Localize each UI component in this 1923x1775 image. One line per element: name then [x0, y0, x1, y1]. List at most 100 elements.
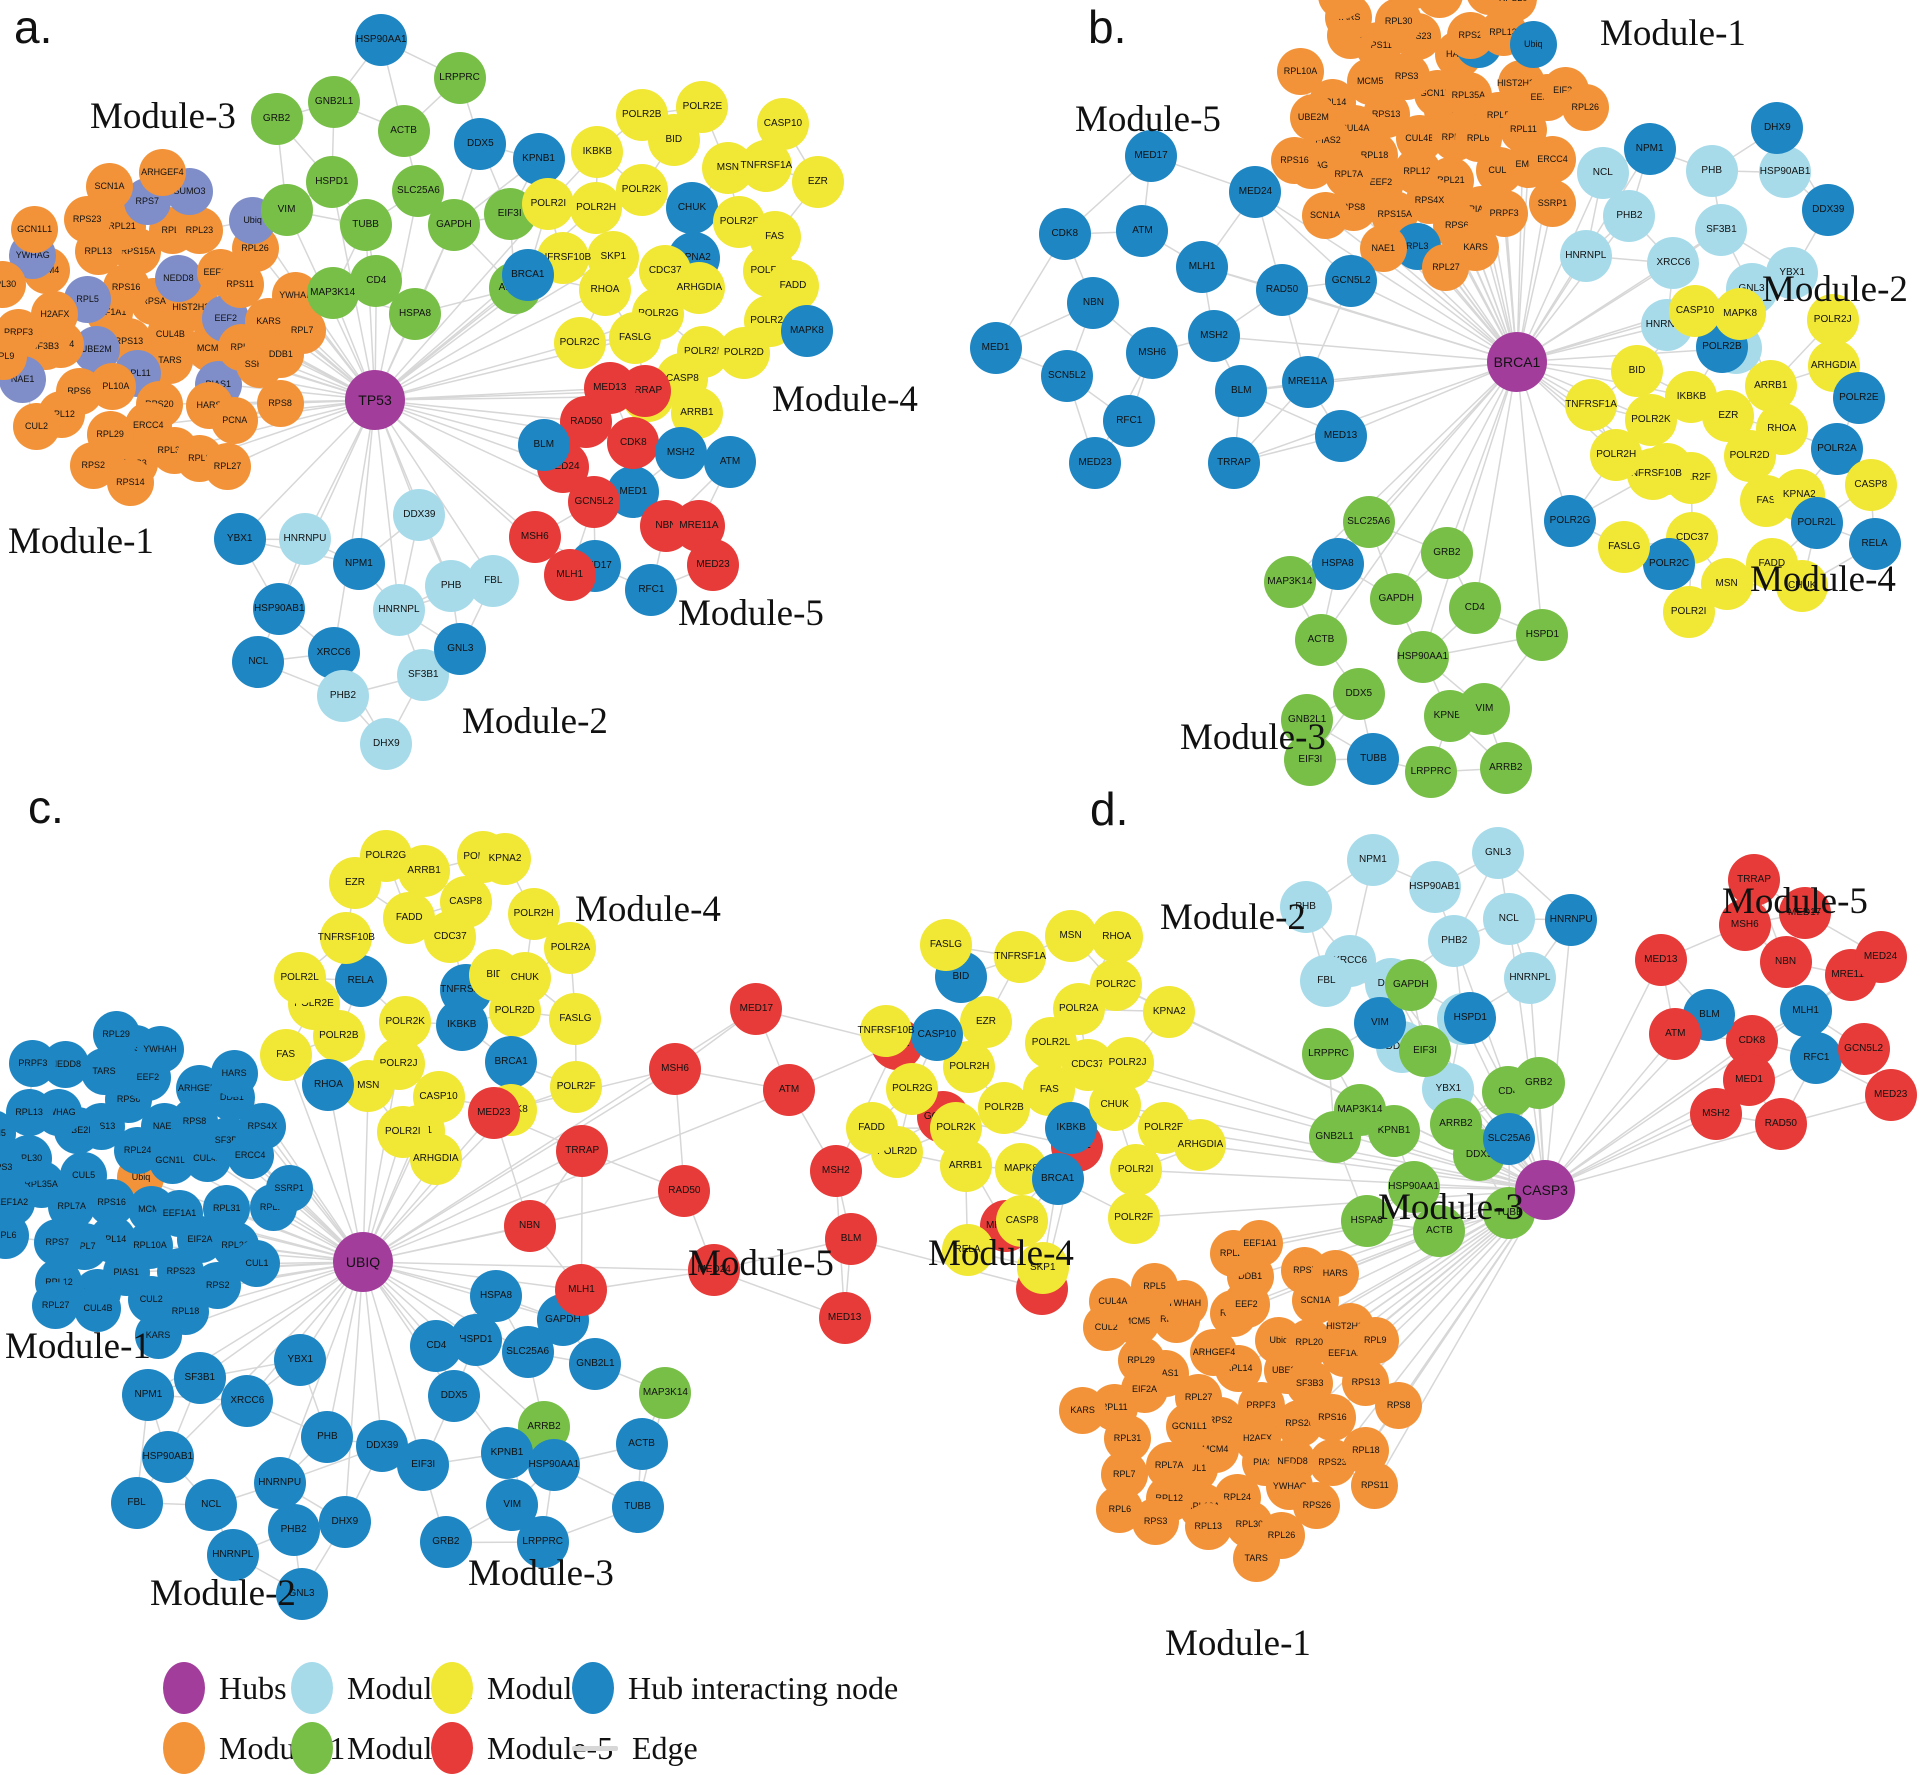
network-node: CASP10 — [1669, 284, 1722, 337]
edge — [1320, 361, 1518, 641]
network-node: HSPA8 — [1311, 538, 1364, 591]
module-label-module-5: Module-5 — [1722, 881, 1868, 922]
network-node: GNL3 — [275, 1567, 328, 1620]
network-node: EZR — [328, 856, 381, 909]
legend-label: Edge — [632, 1730, 698, 1766]
network-node: HSP90AA1 — [1387, 1161, 1440, 1214]
module-label-module-4: Module-4 — [928, 1233, 1074, 1274]
edge — [374, 341, 580, 401]
network-node: RHOA — [302, 1058, 355, 1111]
network-node: PHB — [301, 1410, 354, 1463]
network-node: GAPDH — [427, 198, 480, 251]
edge — [1133, 1189, 1546, 1219]
module-label-module-4: Module-4 — [772, 379, 918, 420]
edge — [1340, 361, 1518, 437]
network-node: MSH6 — [1718, 898, 1771, 951]
network-node: HSP90AA1 — [355, 14, 408, 67]
network-node: SCN1A — [1301, 191, 1349, 239]
network-node: DDX39 — [393, 489, 446, 542]
network-node: MAP3K14 — [306, 267, 359, 320]
network-node: RPL13 — [1184, 1503, 1232, 1551]
network-node: YBX1 — [274, 1333, 327, 1386]
network-node: NPM1 — [332, 537, 385, 590]
network-node: HNRNPL — [206, 1528, 259, 1581]
network-node: CDK8 — [1038, 208, 1091, 261]
network-node: TARS — [1232, 1534, 1280, 1582]
network-node: SKP1 — [1016, 1242, 1069, 1295]
network-node: RPS4X — [238, 1102, 286, 1150]
network-node: RPS11 — [1351, 1461, 1399, 1509]
network-node: LRPPRC — [1404, 746, 1457, 799]
module-label-module-2: Module-2 — [1762, 269, 1908, 310]
module-label-module-1: Module-1 — [1165, 1623, 1311, 1664]
network-node: ARHGEF4 — [138, 149, 186, 197]
edge — [362, 1112, 495, 1263]
network-node: MAPK8 — [780, 305, 833, 358]
network-node: RPS26 — [1293, 1482, 1341, 1530]
network-node: TUBB — [1347, 732, 1400, 785]
network-node: KPNB1 — [512, 133, 565, 186]
network-node: FASLG — [1598, 521, 1651, 574]
network-node: RHOA — [1090, 911, 1143, 964]
hub-node: BRCA1 — [1487, 332, 1547, 392]
network-node: KARS — [1059, 1387, 1107, 1435]
network-node: TRRAP — [1728, 853, 1781, 906]
network-node: YWHAH — [136, 1025, 184, 1073]
network-node: FADD — [767, 260, 819, 313]
network-node: POLR2I — [1109, 1144, 1162, 1197]
network-node: GCN5L2 — [1325, 254, 1378, 307]
panel-letter: a. — [14, 1, 53, 53]
legend-label: Hub interacting node — [628, 1669, 899, 1706]
network-node: ATM — [704, 436, 756, 489]
edge — [1200, 1144, 1546, 1191]
module-label-module-1: Module-1 — [8, 521, 154, 562]
network-node: BLM — [517, 419, 570, 472]
legend-item-hub-interacting-node: Hub interacting node — [572, 1662, 898, 1714]
edge — [362, 1261, 424, 1466]
network-node: HARS — [210, 1049, 258, 1097]
network-node: ATM — [1116, 205, 1169, 258]
network-node: PHB2 — [1603, 189, 1656, 242]
edge — [362, 1068, 676, 1263]
network-node: BLM — [825, 1212, 878, 1265]
network-node: RPL27 — [203, 443, 251, 491]
network-node: MCM4 — [1387, 0, 1435, 10]
edge — [362, 1261, 564, 1322]
network-node: KPNA2 — [1143, 985, 1196, 1038]
hub-interacting-swatch-icon — [572, 1662, 614, 1714]
network-node: EIF3I — [397, 1439, 450, 1492]
network-node: HSP90AA1 — [527, 1438, 580, 1491]
network-node: TNFRSF1A — [994, 931, 1047, 984]
network-node: SF3B1 — [397, 648, 450, 701]
network-node: MSH6 — [649, 1042, 702, 1095]
edge — [374, 289, 606, 401]
panel-letter: c. — [28, 781, 64, 833]
network-node: CD4 — [410, 1319, 463, 1372]
network-node: CUL1 — [233, 1240, 281, 1288]
network-node: VIM — [1458, 683, 1511, 736]
network-node: DHX9 — [318, 1496, 371, 1549]
module-label-module-3: Module-3 — [468, 1553, 614, 1594]
network-node: MED17 — [730, 982, 783, 1035]
network-node: UBE2M — [1289, 93, 1337, 141]
network-node: CHUK — [1776, 560, 1829, 613]
network-node: MSH2 — [1188, 310, 1241, 363]
network-node: MED13 — [1314, 409, 1367, 462]
network-node: EIF3I — [1399, 1025, 1452, 1078]
network-node: MSH2 — [809, 1145, 862, 1198]
network-node: MED17 — [1778, 886, 1831, 939]
edge — [1214, 335, 1518, 363]
network-node: MCM5 — [0, 1109, 17, 1157]
edge — [1544, 959, 1662, 1191]
network-node: ARRB1 — [939, 1140, 992, 1193]
network-node: RPL29 — [1117, 1336, 1165, 1384]
network-node: POLR2F — [550, 1061, 603, 1113]
legend-label: Hubs — [219, 1669, 287, 1706]
network-node: TUBB — [611, 1480, 664, 1533]
edge — [284, 1055, 364, 1263]
network-node: NPM1 — [1346, 834, 1399, 887]
network-node: TNFRSF10B — [1625, 447, 1682, 500]
network-node: ARRB1 — [1744, 359, 1797, 412]
edge — [1544, 919, 1572, 1191]
